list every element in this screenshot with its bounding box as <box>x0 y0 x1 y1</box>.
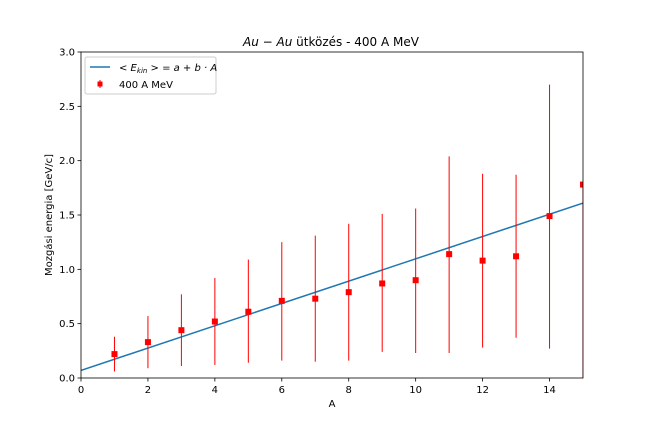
data-marker <box>580 181 583 188</box>
y-tick-label: 2.5 <box>59 102 75 113</box>
data-point-12 <box>479 173 486 348</box>
data-point-13 <box>513 174 520 338</box>
fit-line <box>81 202 583 372</box>
data-point-7 <box>312 235 319 362</box>
legend-marker-swatch <box>97 81 103 87</box>
data-marker <box>178 327 185 334</box>
data-marker <box>245 308 252 315</box>
data-marker <box>379 280 386 287</box>
data-marker <box>345 289 352 296</box>
data-point-6 <box>278 242 285 361</box>
data-point-1 <box>111 336 118 372</box>
data-point-4 <box>211 278 218 365</box>
y-tick-label: 1.0 <box>59 265 75 276</box>
y-tick-label: 1.5 <box>59 211 75 222</box>
x-tick-label: 4 <box>212 385 218 396</box>
plot-frame <box>80 51 584 379</box>
x-tick-label: 2 <box>145 385 151 396</box>
data-marker <box>111 351 118 358</box>
plot-area <box>81 84 583 378</box>
data-point-9 <box>379 213 386 352</box>
x-axis-label: A <box>329 399 336 410</box>
x-tick-label: 10 <box>409 385 422 396</box>
y-axis-label: Mozgási energia [GeV/c] <box>43 154 55 276</box>
x-tick-label: 6 <box>279 385 285 396</box>
data-point-11 <box>446 156 453 354</box>
data-marker <box>278 297 285 304</box>
x-axis: 0 2 4 6 8 10 12 14 <box>78 378 556 396</box>
legend: < Ekin > = a + b · A 400 A MeV <box>84 56 217 95</box>
y-tick-label: 0.0 <box>59 374 75 385</box>
y-tick-label: 0.5 <box>59 319 75 330</box>
data-point-2 <box>144 316 151 369</box>
data-marker <box>144 339 151 346</box>
data-marker <box>546 213 553 220</box>
data-point-14 <box>546 84 553 349</box>
legend-line-label: < Ekin > = a + b · A <box>119 63 217 75</box>
x-tick-label: 8 <box>346 385 352 396</box>
legend-box <box>84 56 217 95</box>
chart-title: Au − Au ütközés - 400 A MeV <box>242 35 420 49</box>
y-tick-label: 2.0 <box>59 156 75 167</box>
legend-errorbar-label: 400 A MeV <box>119 80 173 91</box>
data-marker <box>412 277 419 284</box>
x-tick-label: 14 <box>543 385 556 396</box>
x-tick-label: 12 <box>476 385 489 396</box>
data-marker <box>513 253 520 260</box>
data-marker <box>446 251 453 258</box>
y-tick-label: 3.0 <box>59 48 75 59</box>
data-point-15 <box>580 181 583 378</box>
data-point-10 <box>412 208 419 354</box>
data-point-8 <box>345 223 352 361</box>
x-tick-label: 0 <box>78 385 84 396</box>
y-axis: 0.0 0.5 1.0 1.5 2.0 2.5 3.0 <box>59 48 81 385</box>
data-marker <box>211 318 218 325</box>
data-marker <box>312 295 319 302</box>
data-point-5 <box>245 259 252 363</box>
data-point-3 <box>178 294 185 367</box>
data-marker <box>479 257 486 264</box>
